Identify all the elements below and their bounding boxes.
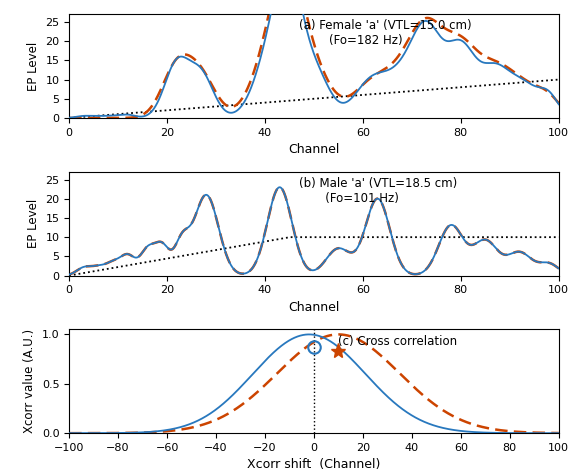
X-axis label: Xcorr shift  (Channel): Xcorr shift (Channel)	[247, 458, 381, 471]
Y-axis label: EP Level: EP Level	[26, 41, 40, 91]
Text: (b) Male 'a' (VTL=18.5 cm)
       (Fo=101 Hz): (b) Male 'a' (VTL=18.5 cm) (Fo=101 Hz)	[300, 177, 457, 205]
Y-axis label: EP Level: EP Level	[26, 199, 40, 248]
Text: (a) Female 'a' (VTL=15.0 cm)
        (Fo=182 Hz): (a) Female 'a' (VTL=15.0 cm) (Fo=182 Hz)	[300, 20, 472, 48]
X-axis label: Channel: Channel	[288, 301, 340, 314]
Text: (c) Cross correlation: (c) Cross correlation	[339, 335, 457, 347]
Y-axis label: Xcorr value (A.U.): Xcorr value (A.U.)	[23, 329, 36, 433]
X-axis label: Channel: Channel	[288, 143, 340, 156]
